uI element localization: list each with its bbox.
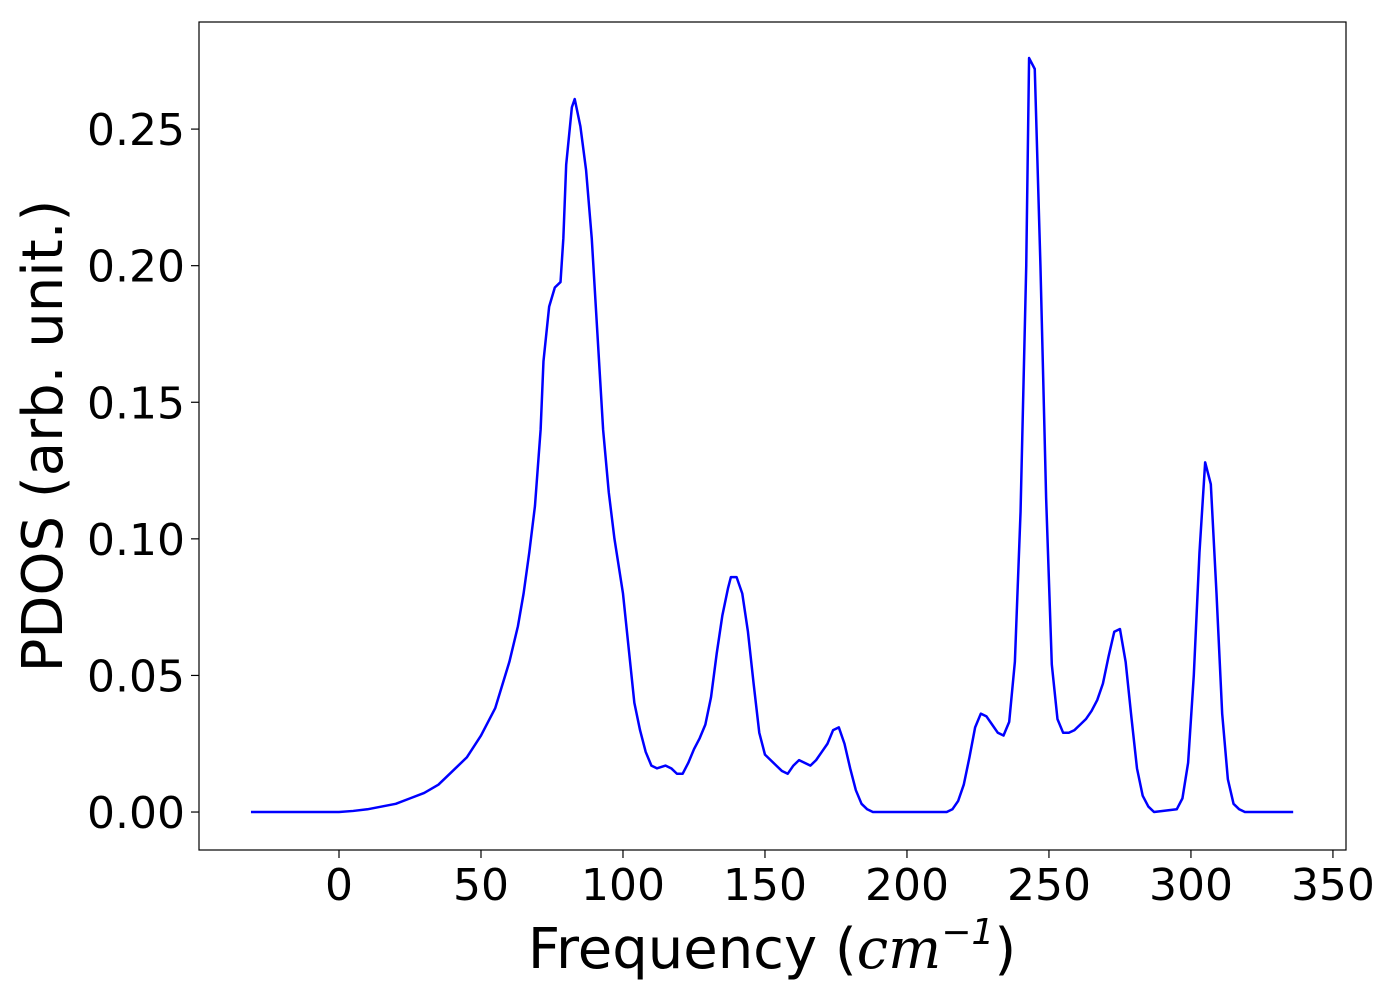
x-tick-label: 350 (1291, 860, 1375, 911)
y-tick-label: 0.10 (87, 515, 185, 566)
x-label-text: Frequency ( (528, 917, 857, 982)
plot-frame (198, 21, 1347, 851)
y-tick-label: 0.20 (87, 242, 185, 293)
x-tick-label: 150 (723, 860, 807, 911)
y-axis-label: PDOS (arb. unit.) (11, 200, 76, 673)
x-label-math: cm (857, 917, 941, 982)
x-label-sup: −1 (941, 912, 994, 953)
y-tick-label: 0.25 (87, 105, 185, 156)
x-tick-label: 250 (1007, 860, 1091, 911)
x-tick-label: 300 (1149, 860, 1233, 911)
y-tick-label: 0.00 (87, 788, 185, 839)
x-tick-label: 200 (865, 860, 949, 911)
y-tick-label: 0.05 (87, 651, 185, 702)
x-axis-label: Frequency (cm−1) (528, 912, 1016, 982)
x-tick-label: 50 (453, 860, 509, 911)
x-tick-label: 0 (325, 860, 353, 911)
data-line (250, 56, 1294, 814)
x-label-close: ) (994, 917, 1016, 982)
x-tick-label: 100 (581, 860, 665, 911)
y-tick-label: 0.15 (87, 378, 185, 429)
